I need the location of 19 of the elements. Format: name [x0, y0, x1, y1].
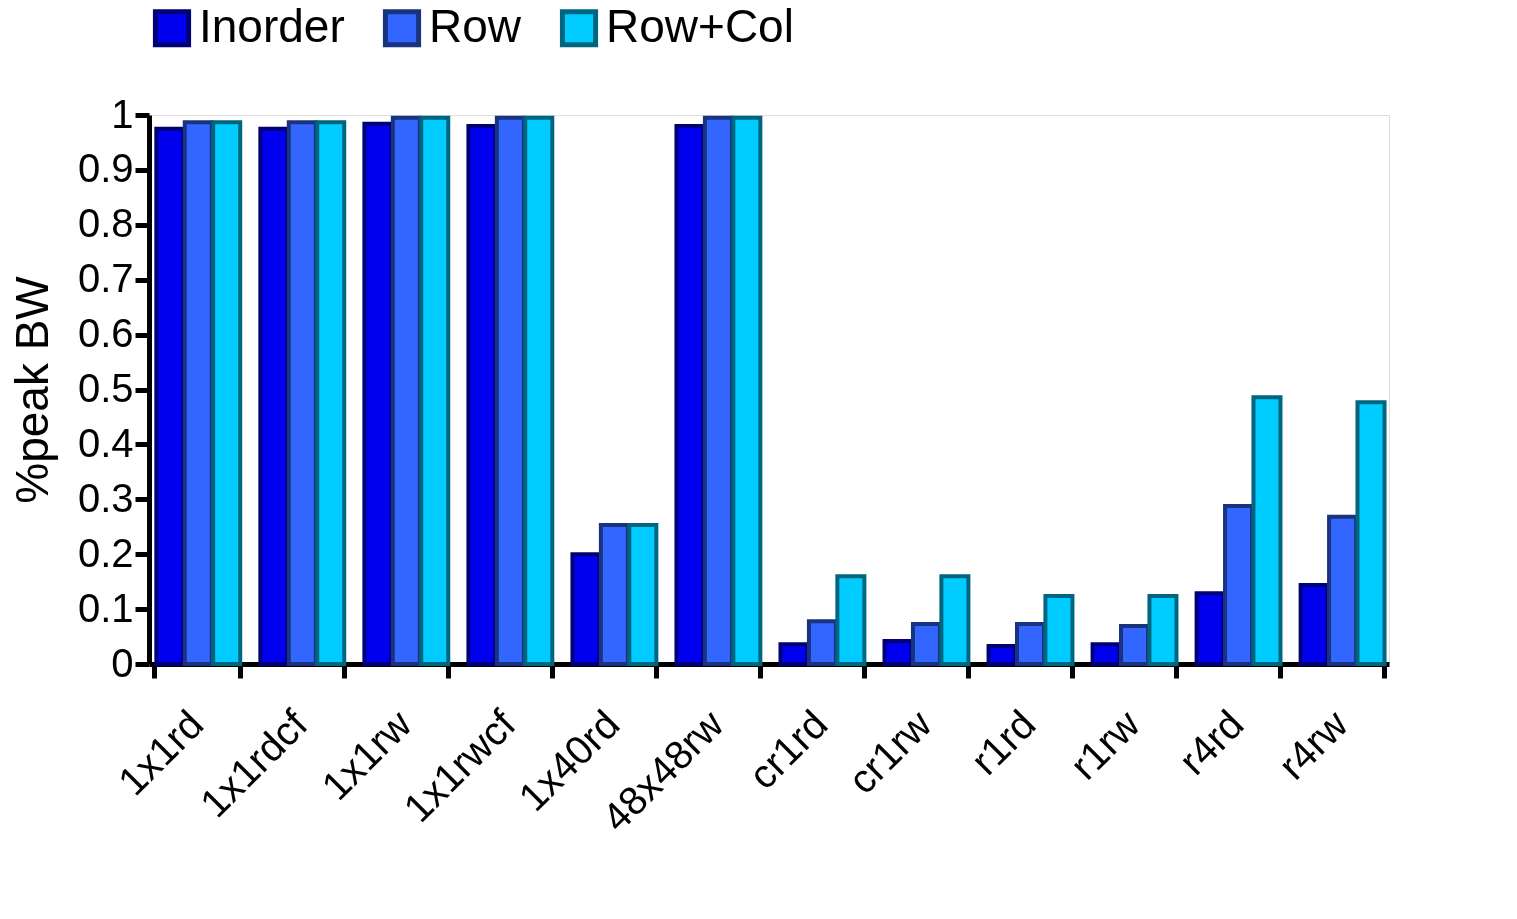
- y-tick-label: 0.2: [77, 530, 134, 575]
- x-tick-label: r4rd: [1170, 701, 1252, 783]
- y-axis-title: %peak BW: [5, 275, 58, 504]
- x-tick-label: r1rd: [962, 701, 1044, 783]
- y-tick-label: 0: [111, 640, 134, 685]
- y-tick-label: 0.1: [77, 585, 134, 630]
- y-tick-label: 0.4: [77, 420, 134, 465]
- y-tick-label: 0.7: [77, 256, 134, 301]
- legend-label: Row: [429, 0, 522, 53]
- legend-label: Row+Col: [606, 0, 794, 53]
- y-tick-label: 1: [111, 91, 134, 136]
- y-tick-label: 0.8: [77, 201, 134, 246]
- y-tick-label: 0.3: [77, 475, 134, 520]
- y-tick-label: 0.6: [77, 311, 134, 356]
- x-tick-label: r1rw: [1061, 701, 1148, 788]
- y-tick-label: 0.5: [77, 366, 134, 410]
- y-tick-label: 0.9: [77, 146, 134, 191]
- x-tick-label: r4rw: [1269, 701, 1356, 788]
- legend-label: Inorder: [199, 0, 345, 53]
